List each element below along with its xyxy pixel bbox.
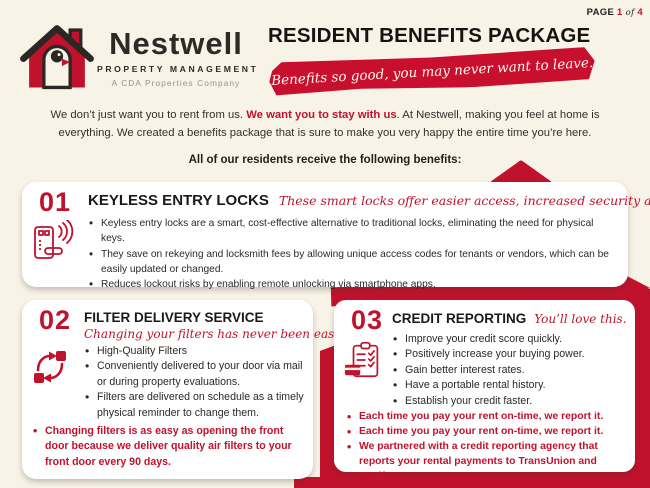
- intro-pre: We don’t just want you to rent from us.: [50, 109, 247, 121]
- section-title: CREDIT REPORTING: [392, 311, 527, 326]
- smart-lock-icon: [32, 219, 78, 269]
- list-item: High-Quality Filters: [84, 343, 305, 361]
- list-item: Positively increase your buying power.: [392, 346, 630, 364]
- highlight-bullet-list: Changing filters is as easy as opening t…: [32, 423, 307, 470]
- section-number: 03: [351, 305, 384, 335]
- page-total: 4: [637, 7, 643, 18]
- list-item: Reduces lockout risks by enabling remote…: [88, 276, 620, 294]
- brush-stroke-banner: Benefits so good, you may never want to …: [268, 47, 595, 97]
- list-item: Have a portable rental history.: [392, 377, 630, 395]
- page-number-label: PAGE 1 of 4: [587, 7, 643, 18]
- page-word: PAGE: [586, 7, 615, 18]
- bullet-list: Keyless entry locks are a smart, cost-ef…: [88, 215, 620, 294]
- page-title: RESIDENT BENEFITS PACKAGE: [268, 24, 591, 47]
- credit-reporting-icon: [343, 340, 385, 385]
- list-item: Keyless entry locks are a smart, cost-ef…: [88, 215, 620, 247]
- list-item: Each time you pay your rent on-time, we …: [346, 409, 630, 426]
- list-item: We partnered with a credit reporting age…: [346, 439, 630, 485]
- nestwell-house-logo-icon: [16, 12, 98, 94]
- brand-name: Nestwell: [109, 26, 243, 61]
- list-item: Gain better interest rates.: [392, 362, 630, 380]
- filter-delivery-icon: [31, 348, 69, 391]
- section-script: Changing your filters has never been eas…: [84, 327, 354, 341]
- list-item: Conveniently delivered to your door via …: [84, 358, 305, 390]
- brand-type: PROPERTY MANAGEMENT: [97, 63, 259, 74]
- section-script: These smart locks offer easier access, i…: [278, 193, 650, 208]
- intro-highlight: We want you to stay with us: [246, 109, 397, 121]
- benefits-lead: All of our residents receive the followi…: [188, 154, 462, 166]
- highlight-bullet-list: Each time you pay your rent on-time, we …: [346, 409, 630, 485]
- page-of-word: of: [625, 8, 635, 18]
- list-item: Establish your credit faster.: [392, 393, 630, 411]
- list-item: Changing filters is as easy as opening t…: [32, 423, 307, 470]
- bullet-list: High-Quality Filters Conveniently delive…: [84, 343, 305, 421]
- section-number: 02: [39, 305, 72, 335]
- brush-tagline: Benefits so good, you may never want to …: [270, 54, 594, 89]
- section-number: 01: [39, 187, 72, 217]
- page-current: 1: [617, 7, 623, 18]
- list-item: Improve your credit score quickly.: [392, 331, 630, 349]
- section-title: FILTER DELIVERY SERVICE: [84, 310, 264, 325]
- benefit-card-filter-delivery: 02 FILTER DELIVERY SERVICE Changing your…: [22, 300, 353, 479]
- intro-post: . At Nestwell, making you feel at home i…: [58, 109, 600, 140]
- benefit-card-keyless-entry: 01 KEYLESS ENTRY LOCKS These smart locks …: [22, 182, 650, 294]
- bullet-list: Improve your credit score quickly. Posit…: [392, 331, 630, 411]
- brand-block: Nestwell PROPERTY MANAGEMENT A CDA Prope…: [97, 26, 259, 88]
- list-item: Each time you pay your rent on-time, we …: [346, 424, 630, 441]
- section-title: KEYLESS ENTRY LOCKS: [88, 192, 269, 209]
- list-item: Filters are delivered on schedule as a t…: [84, 389, 305, 421]
- section-script: You’ll love this.: [534, 312, 627, 326]
- intro-paragraph: We don’t just want you to rent from us. …: [35, 106, 615, 143]
- brand-tagline: A CDA Properties Company: [111, 77, 241, 88]
- list-item: They save on rekeying and locksmith fees…: [88, 246, 620, 278]
- benefit-card-credit-reporting: 03 CREDIT REPORTING You’ll love this. Imp…: [334, 300, 635, 482]
